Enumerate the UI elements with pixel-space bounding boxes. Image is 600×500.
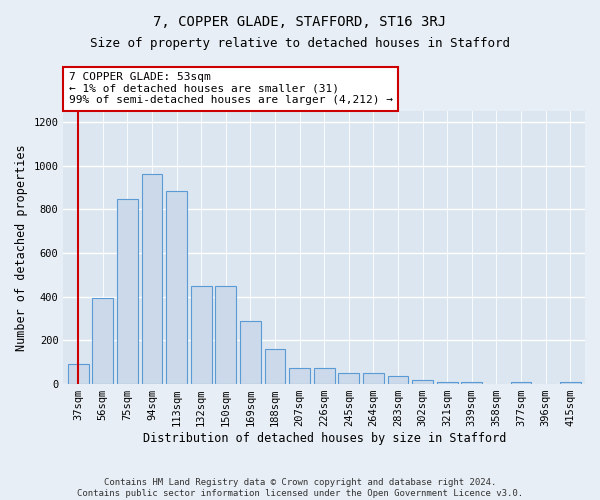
Text: Contains HM Land Registry data © Crown copyright and database right 2024.
Contai: Contains HM Land Registry data © Crown c… (77, 478, 523, 498)
Bar (338, 373, 359, 384)
Bar (142, 174, 163, 384)
Bar (117, 200, 138, 384)
Bar (191, 286, 212, 384)
Bar (289, 368, 310, 384)
Bar (166, 190, 187, 384)
Bar (92, 298, 113, 384)
Bar (215, 286, 236, 384)
Text: 7 COPPER GLADE: 53sqm
← 1% of detached houses are smaller (31)
99% of semi-detac: 7 COPPER GLADE: 53sqm ← 1% of detached h… (68, 72, 392, 106)
Y-axis label: Number of detached properties: Number of detached properties (15, 144, 28, 351)
Bar (412, 380, 433, 384)
Bar (560, 382, 581, 384)
Bar (461, 382, 482, 384)
Bar (265, 349, 286, 384)
Bar (437, 382, 458, 384)
Text: Size of property relative to detached houses in Stafford: Size of property relative to detached ho… (90, 38, 510, 51)
Bar (388, 376, 409, 384)
Bar (363, 373, 384, 384)
X-axis label: Distribution of detached houses by size in Stafford: Distribution of detached houses by size … (143, 432, 506, 445)
Bar (511, 382, 532, 384)
Bar (314, 368, 335, 384)
Bar (68, 364, 89, 384)
Text: 7, COPPER GLADE, STAFFORD, ST16 3RJ: 7, COPPER GLADE, STAFFORD, ST16 3RJ (154, 15, 446, 29)
Bar (240, 320, 261, 384)
